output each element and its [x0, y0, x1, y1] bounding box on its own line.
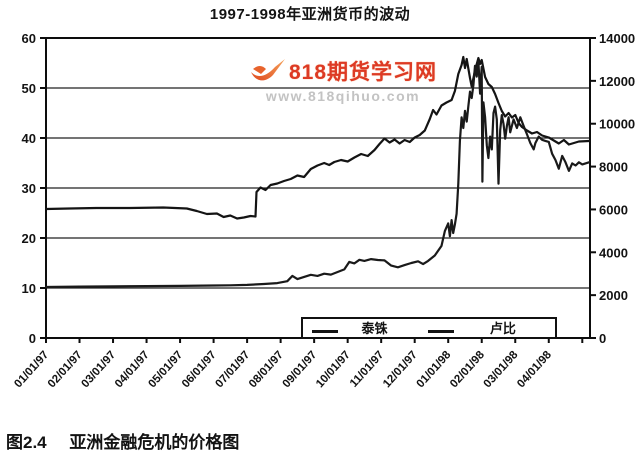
x-axis-label: 01/01/97 [12, 349, 51, 390]
x-axis-label: 11/01/97 [348, 349, 386, 390]
y-axis-left-label: 20 [22, 231, 36, 246]
figure-caption: 图2.4 亚洲金融危机的价格图 [6, 428, 239, 453]
y-axis-left-label: 50 [22, 81, 36, 96]
currency-line-chart: 0 10 20 30 40 50 60 0 2000 4000 6000 8000 10000 12000… [12, 31, 635, 391]
legend-label-rupiah: 卢比 [489, 321, 516, 336]
x-axis-label: 10/01/97 [314, 349, 353, 390]
baht-series-line [44, 55, 591, 220]
x-axis-label: 07/01/97 [213, 349, 252, 390]
baht-line-sample [312, 330, 338, 333]
y-axis-left-label: 30 [22, 181, 36, 196]
x-axis-label: 01/01/98 [415, 349, 454, 391]
y-axis-right-label: 10000 [599, 117, 635, 132]
x-axis-label: 02/01/97 [46, 349, 85, 390]
legend-item-rupiah: 卢比 [387, 318, 516, 338]
figure-caption-label: 图2.4 [6, 433, 47, 452]
x-axis-label: 03/01/97 [79, 349, 118, 390]
x-axis-label: 04/01/98 [515, 349, 554, 391]
y-axis-right-label: 6000 [599, 202, 628, 217]
y-axis-right-label: 14000 [599, 31, 635, 46]
x-axis-label: 12/01/97 [381, 349, 420, 390]
y-axis-left-label: 40 [22, 131, 36, 146]
legend-label-baht: 泰铢 [361, 321, 388, 336]
x-axis-label: 06/01/97 [180, 349, 219, 390]
rupiah-line-sample [428, 330, 455, 333]
x-axis-label: 04/01/97 [113, 349, 152, 390]
x-axis-label: 03/01/98 [482, 349, 521, 391]
x-axis-label: 08/01/97 [247, 349, 286, 390]
y-axis-right-label: 12000 [599, 74, 635, 89]
y-axis-right-label: 8000 [599, 160, 628, 175]
chart-title: 1997-1998年亚洲货币的波动 [209, 6, 411, 23]
y-axis-right-label: 4000 [599, 245, 628, 260]
y-axis-left-label: 0 [29, 331, 36, 346]
y-axis-right-label: 2000 [599, 288, 628, 303]
x-axis-label: 09/01/97 [281, 349, 320, 390]
x-axis-label: 02/01/98 [448, 349, 487, 391]
y-axis-right-label: 0 [599, 331, 606, 346]
y-axis-left-label: 10 [22, 281, 36, 296]
rupiah-series-line [44, 60, 591, 289]
x-axis-label: 05/01/97 [146, 349, 185, 390]
legend-item-baht: 泰铢 [303, 318, 387, 338]
y-axis-left-label: 60 [22, 31, 36, 46]
figure-caption-text: 亚洲金融危机的价格图 [69, 433, 240, 452]
chart-legend: 泰铢 卢比 [301, 317, 557, 339]
